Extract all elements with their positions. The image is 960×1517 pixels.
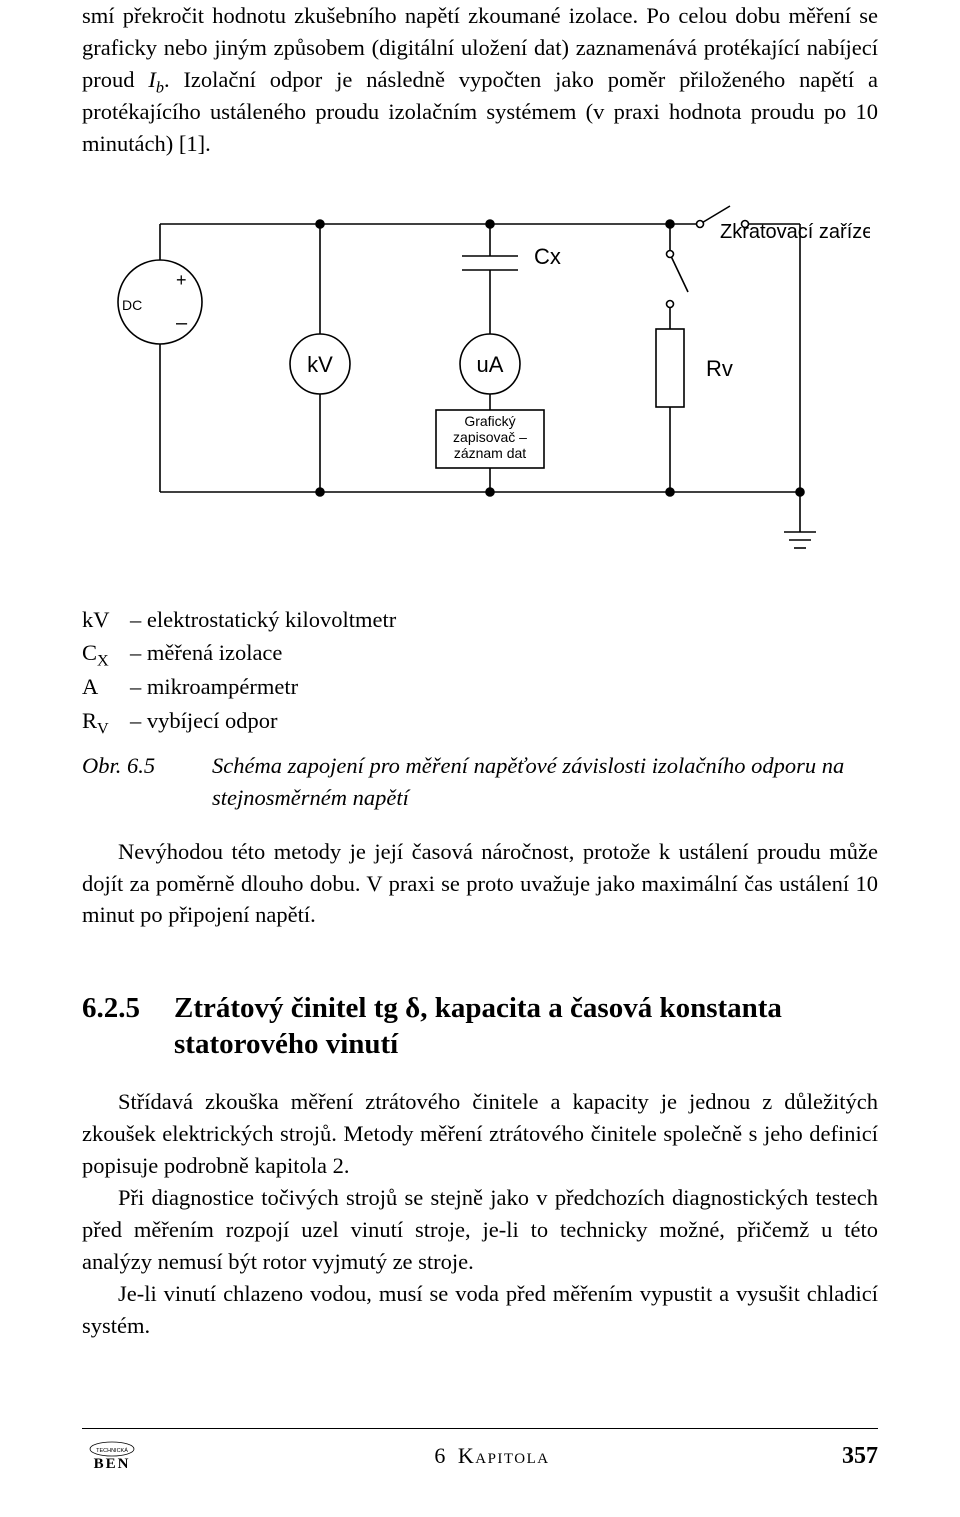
paragraph-3: Střídavá zkouška měření ztrátového činit… [82, 1086, 878, 1182]
legend-sym-kv: kV [82, 603, 130, 637]
label-dc: DC [122, 297, 142, 313]
legend-text-rv: – vybíjecí odpor [130, 704, 277, 738]
svg-text:BEN: BEN [94, 1456, 131, 1471]
svg-text:TECHNICKÁ: TECHNICKÁ [96, 1447, 128, 1454]
label-ua: uA [477, 352, 504, 377]
footer-chapter: 6 Kapitola [434, 1443, 549, 1469]
legend-sym-a: A [82, 670, 130, 704]
label-kv: kV [307, 352, 333, 377]
figure-caption-text: Schéma zapojení pro měření napěťové závi… [212, 750, 878, 814]
legend-row: A – mikroampérmetr [82, 670, 878, 704]
label-minus: – [176, 312, 188, 334]
legend-row: kV – elektrostatický kilovoltmetr [82, 603, 878, 637]
legend-text-cx: – měřená izolace [130, 636, 282, 670]
legend-sym-rv: RV [82, 704, 130, 738]
symbol-ib-i: I [148, 67, 156, 92]
legend-row: RV – vybíjecí odpor [82, 704, 878, 738]
para1-text-b: . Izolační odpor je následně vypočten ja… [82, 67, 878, 156]
heading-title: Ztrátový činitel tg δ, kapacita a časová… [174, 991, 878, 1062]
label-cx: Cx [534, 244, 561, 269]
page-footer: TECHNICKÁ BEN 6 Kapitola 357 [82, 1428, 878, 1489]
label-graf2: zapisovač – [453, 429, 527, 445]
label-graf3: záznam dat [454, 445, 526, 461]
publisher-logo: TECHNICKÁ BEN [82, 1441, 142, 1471]
paragraph-4: Při diagnostice točivých strojů se stejn… [82, 1182, 878, 1278]
label-plus: + [176, 270, 187, 290]
legend-row: CX – měřená izolace [82, 636, 878, 670]
footer-chapter-num: 6 [434, 1443, 446, 1468]
heading-number: 6.2.5 [82, 991, 174, 1062]
legend-text-kv: – elektrostatický kilovoltmetr [130, 603, 396, 637]
figure-caption: Obr. 6.5 Schéma zapojení pro měření napě… [82, 750, 878, 814]
figure-legend: kV – elektrostatický kilovoltmetr CX – m… [82, 603, 878, 738]
label-rv: Rv [706, 356, 733, 381]
paragraph-5: Je-li vinutí chlazeno vodou, musí se vod… [82, 1278, 878, 1342]
circuit-diagram-svg: + – DC kV Cx uA [90, 194, 870, 574]
paragraph-2: Nevýhodou této metody je její časová nár… [82, 836, 878, 932]
legend-text-a: – mikroampérmetr [130, 670, 298, 704]
figure-6-5: + – DC kV Cx uA [82, 194, 878, 579]
symbol-ib-b: b [156, 78, 164, 96]
footer-chapter-word: Kapitola [458, 1443, 550, 1468]
heading-6-2-5: 6.2.5 Ztrátový činitel tg δ, kapacita a … [82, 991, 878, 1062]
legend-sym-cx: CX [82, 636, 130, 670]
label-graf1: Grafický [464, 413, 515, 429]
paragraph-1: smí překročit hodnotu zkušebního napětí … [82, 0, 878, 160]
footer-page-number: 357 [842, 1443, 878, 1470]
figure-caption-label: Obr. 6.5 [82, 750, 212, 814]
